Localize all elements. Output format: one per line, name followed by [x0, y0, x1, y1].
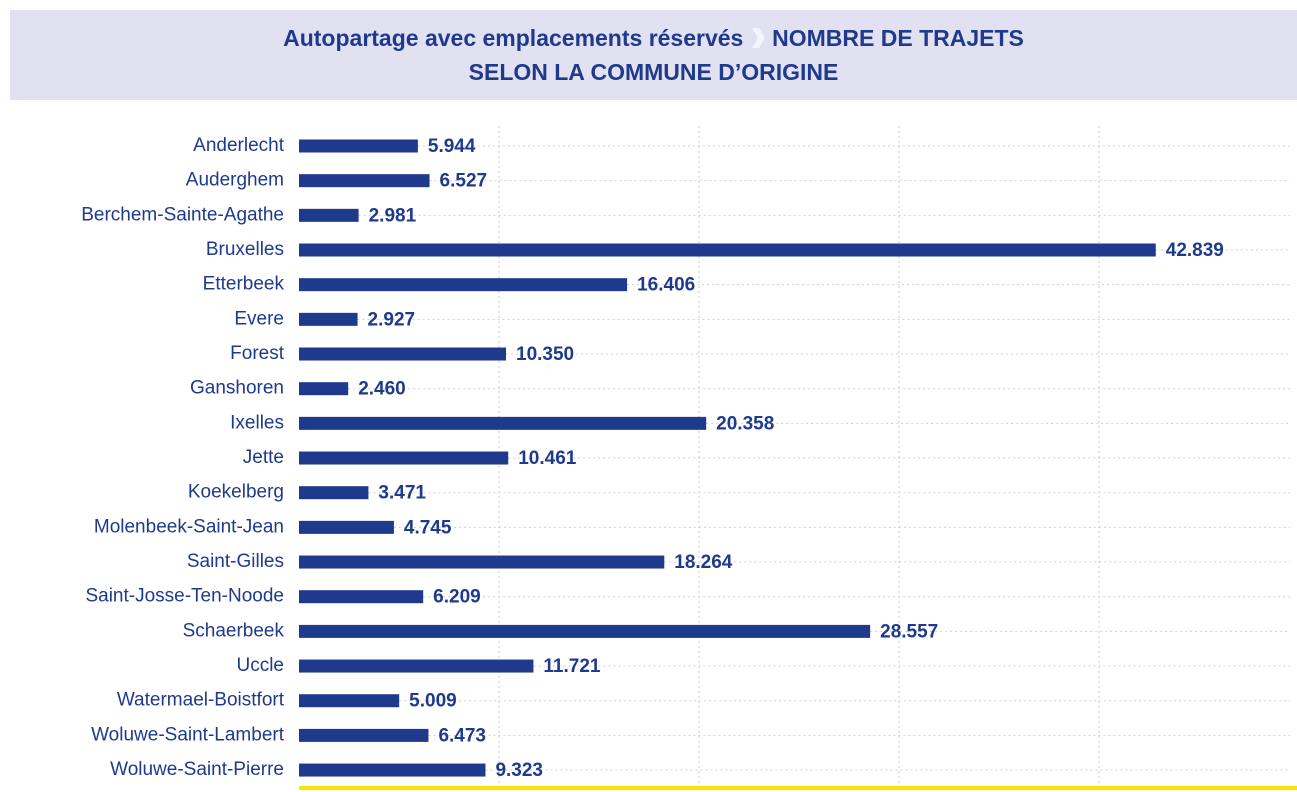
value-label: 6.473 [438, 725, 486, 746]
y-tick-label: Etterbeek [203, 274, 285, 295]
y-tick-label: Saint-Josse-Ten-Noode [85, 586, 284, 607]
value-label: 20.358 [716, 413, 774, 434]
value-label: 3.471 [378, 483, 426, 504]
bar [299, 347, 506, 361]
y-tick-label: Molenbeek-Saint-Jean [94, 516, 284, 537]
bar [299, 624, 871, 638]
y-tick-label: Forest [230, 343, 285, 364]
y-tick-label: Watermael-Boistfort [117, 690, 285, 711]
header: Autopartage avec emplacements réservés N… [10, 10, 1297, 100]
value-label: 5.009 [409, 691, 457, 712]
bar [299, 382, 349, 396]
value-label: 18.264 [674, 552, 733, 573]
bar [299, 659, 534, 673]
value-label: 4.745 [404, 517, 452, 538]
value-label: 11.721 [543, 656, 600, 677]
value-label: 2.927 [368, 309, 416, 330]
title-block: Autopartage avec emplacements réservés N… [249, 21, 1059, 89]
value-label: 42.839 [1166, 240, 1224, 261]
y-tick-label: Ganshoren [190, 378, 284, 399]
bar [299, 451, 509, 465]
bar [299, 728, 429, 742]
value-label: 5.944 [428, 136, 476, 157]
y-tick-label: Uccle [236, 655, 284, 676]
bar [299, 486, 369, 500]
bar [299, 416, 707, 430]
value-label: 10.350 [516, 344, 574, 365]
value-label: 2.981 [369, 205, 417, 226]
value-label: 28.557 [880, 621, 938, 642]
bar [299, 694, 400, 708]
y-tick-label: Evere [234, 308, 284, 329]
bar [299, 278, 628, 292]
y-tick-label: Ixelles [230, 412, 284, 433]
bar [299, 520, 394, 534]
y-tick-label: Koekelberg [188, 482, 284, 503]
bar [299, 590, 424, 604]
bar [299, 174, 430, 188]
value-label: 2.460 [358, 379, 406, 400]
chart-subtitle: NOMBRE DE TRAJETS SELON LA COMMUNE D’ORI… [468, 25, 1024, 85]
y-tick-label: Woluwe-Saint-Lambert [91, 724, 285, 745]
y-tick-label: Bruxelles [206, 239, 284, 260]
value-label: 6.209 [433, 587, 481, 608]
y-tick-label: Woluwe-Saint-Pierre [110, 759, 284, 780]
chevron [751, 28, 765, 48]
bar [299, 243, 1156, 257]
chart-title: Autopartage avec emplacements réservés [283, 25, 744, 51]
y-tick-label: Anderlecht [193, 135, 285, 156]
value-label: 9.323 [495, 760, 543, 781]
y-tick-label: Jette [243, 447, 284, 468]
y-tick-label: Saint-Gilles [187, 551, 284, 572]
value-label: 6.527 [440, 171, 488, 192]
bar [299, 763, 486, 777]
y-tick-label: Schaerbeek [183, 620, 285, 641]
bar [299, 208, 359, 222]
bar [299, 139, 418, 153]
y-tick-label: Berchem-Sainte-Agathe [81, 204, 284, 225]
value-label: 16.406 [637, 275, 695, 296]
y-tick-label: Auderghem [186, 170, 284, 191]
value-label: 10.461 [518, 448, 577, 469]
bar [299, 312, 358, 326]
bar [299, 555, 665, 569]
